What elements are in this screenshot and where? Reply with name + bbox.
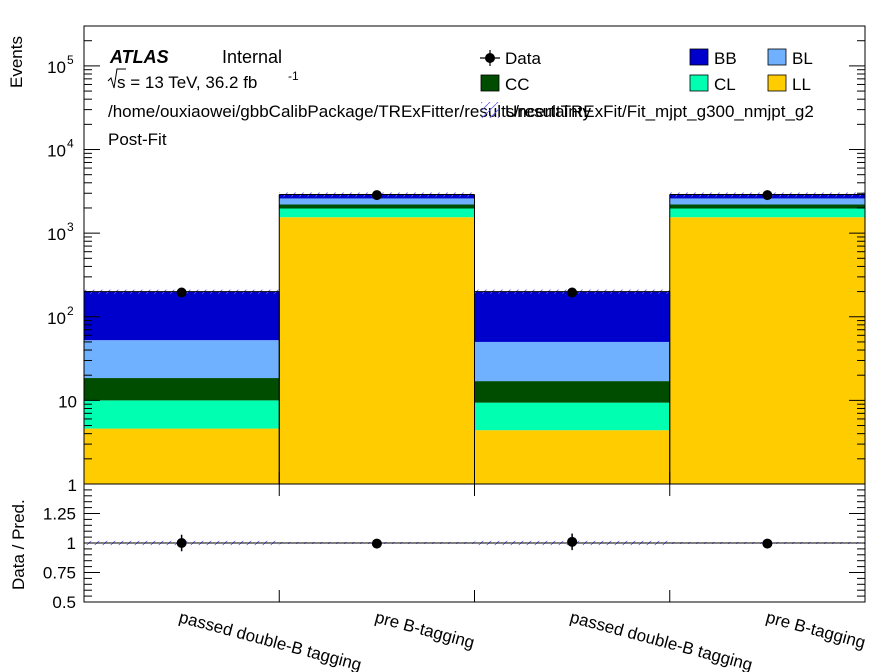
atlas-label: ATLAS	[109, 47, 169, 67]
bar-cc-bin-1	[279, 204, 475, 209]
legend-cl-swatch	[689, 74, 709, 92]
legend-cl-label: CL	[714, 75, 736, 94]
data-point-3	[762, 190, 773, 201]
ytick-exponent-4: 4	[67, 137, 74, 151]
energy-text: s = 13 TeV, 36.2 fb	[117, 73, 257, 92]
legend-data-label: Data	[505, 49, 541, 68]
bar-cl-bin-2	[474, 402, 670, 431]
bar-bb-bin-2	[474, 291, 670, 342]
bar-cl-bin-0	[84, 400, 280, 429]
bar-ll-bin-0	[84, 428, 280, 484]
xtick-label-1: pre B-tagging	[373, 608, 477, 653]
ratio-y-axis-label: Data / Pred.	[9, 499, 28, 590]
bar-bl-bin-1	[279, 198, 475, 205]
file-path-label: /home/ouxiaowei/gbbCalibPackage/TRExFitt…	[108, 102, 814, 121]
top-x-axis-ticks	[278, 472, 671, 484]
ratio-ytick-label-1: 0.75	[43, 564, 76, 583]
legend-bl-swatch	[767, 48, 787, 66]
ytick-label-2: 10	[47, 309, 66, 328]
legend: Data CC Uncertainty BB BL CL LL	[480, 48, 813, 121]
ratio-x-axis-ticks	[278, 484, 671, 602]
xtick-label-0: passed double-B tagging	[177, 608, 364, 672]
legend-bl-label: BL	[792, 49, 813, 68]
bar-cc-bin-0	[84, 378, 280, 401]
ratio-point-0	[176, 538, 187, 548]
bar-cc-bin-2	[474, 381, 670, 403]
legend-uncertainty: Uncertainty	[481, 102, 591, 121]
legend-cc-swatch	[480, 74, 500, 92]
ratio-ytick-label-0: 0.5	[52, 593, 76, 612]
ratio-ytick-label-2: 1	[67, 534, 76, 553]
ytick-label-1: 10	[58, 392, 77, 411]
legend-uncertainty-label: Uncertainty	[505, 102, 591, 121]
ytick-exponent-2: 2	[67, 304, 74, 318]
x-axis-category-labels: passed double-B tagging pre B-tagging pass…	[177, 608, 868, 672]
ratio-point-3	[762, 538, 773, 549]
legend-cc-label: CC	[505, 75, 530, 94]
legend-bb: BB	[689, 48, 737, 68]
bar-bb-bin-0	[84, 291, 280, 341]
sqrt-symbol	[107, 68, 126, 89]
ytick-label-0: 1	[68, 476, 77, 495]
ytick-label-5: 10	[47, 58, 66, 77]
legend-ll-swatch	[767, 74, 787, 92]
bar-cc-bin-3	[669, 204, 865, 209]
legend-ll-label: LL	[792, 75, 811, 94]
bar-ll-bin-3	[669, 217, 865, 484]
bar-ll-bin-2	[474, 430, 670, 484]
legend-cc: CC	[480, 74, 530, 94]
top-y-axis-label: Events	[7, 36, 26, 88]
legend-bb-swatch	[689, 48, 709, 66]
data-point-1	[371, 190, 382, 201]
bar-cl-bin-3	[669, 208, 865, 218]
ytick-exponent-3: 3	[67, 220, 74, 234]
ratio-y-axis-ticks: 0.5 0.75 1 1.25	[43, 489, 865, 612]
legend-bb-label: BB	[714, 49, 737, 68]
legend-data: Data	[480, 49, 541, 68]
data-point-0	[176, 287, 187, 298]
ratio-point-1	[371, 538, 382, 549]
internal-label: Internal	[222, 47, 282, 67]
legend-uncertainty-swatch	[481, 102, 499, 118]
ratio-ytick-label-3: 1.25	[43, 505, 76, 524]
data-marker-icon	[485, 53, 495, 63]
energy-label: s = 13 TeV, 36.2 fb -1	[107, 68, 299, 92]
bar-bl-bin-2	[474, 341, 670, 382]
bar-cl-bin-1	[279, 208, 475, 218]
bar-bl-bin-0	[84, 340, 280, 379]
bar-bl-bin-3	[669, 198, 865, 205]
legend-cl: CL	[689, 74, 736, 94]
ytick-label-4: 10	[47, 142, 66, 161]
ytick-exponent-5: 5	[67, 53, 74, 67]
top-data-points	[176, 190, 773, 298]
ratio-point-2	[567, 536, 578, 547]
xtick-label-3: pre B-tagging	[764, 608, 868, 653]
data-point-2	[567, 287, 578, 298]
ratio-data-points	[176, 533, 773, 552]
xtick-label-2: passed double-B tagging	[568, 608, 755, 672]
bar-ll-bin-1	[279, 217, 475, 484]
lumi-exponent: -1	[288, 69, 299, 83]
ytick-label-3: 10	[47, 225, 66, 244]
legend-ll: LL	[767, 74, 811, 94]
legend-bl: BL	[767, 48, 813, 68]
post-fit-label: Post-Fit	[108, 130, 167, 149]
